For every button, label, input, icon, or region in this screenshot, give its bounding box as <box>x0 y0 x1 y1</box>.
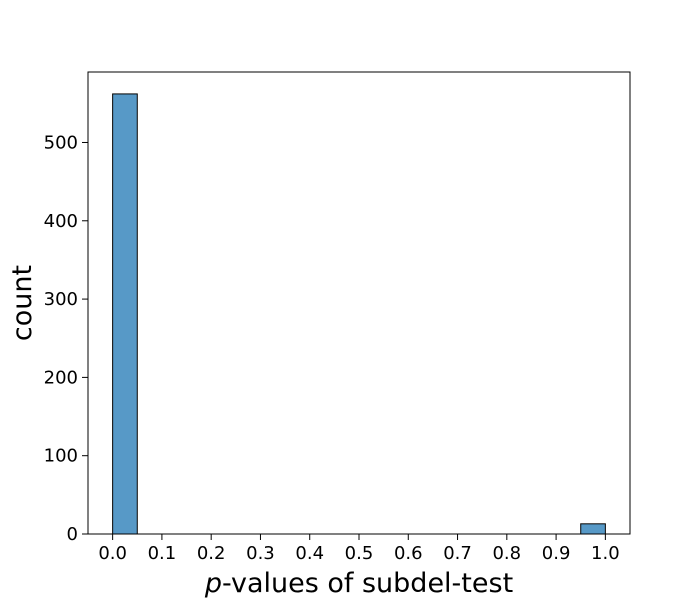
x-tick-label: 1.0 <box>591 543 620 564</box>
x-axis-label-italic: p <box>204 568 222 599</box>
x-tick-label: 0.2 <box>197 543 226 564</box>
x-tick-label: 0.4 <box>295 543 324 564</box>
x-tick-label: 0.5 <box>345 543 374 564</box>
x-tick-label: 0.0 <box>98 543 127 564</box>
histogram-bar-0 <box>112 93 138 535</box>
histogram-bar-19 <box>580 523 606 535</box>
plot-area-frame <box>87 71 631 535</box>
y-tick-label: 0 <box>67 524 78 545</box>
x-tick-label: 0.3 <box>246 543 275 564</box>
x-tick-label: 0.1 <box>148 543 177 564</box>
y-tick-label: 400 <box>44 211 78 232</box>
x-tick-label: 0.8 <box>492 543 521 564</box>
y-tick-label: 200 <box>44 367 78 388</box>
x-axis-ticks: 0.0 0.1 0.2 0.3 0.4 0.5 0.6 0.7 0.8 0.9 1.0 <box>98 534 620 564</box>
x-tick-label: 0.7 <box>443 543 472 564</box>
x-axis-label-text: -values of subdel-test <box>222 568 513 599</box>
y-axis-ticks: 0 100 200 300 400 500 <box>44 132 88 545</box>
bars-layer <box>112 93 606 535</box>
x-tick-label: 0.6 <box>394 543 423 564</box>
x-axis-label: p-values of subdel-test <box>204 568 513 599</box>
y-tick-label: 500 <box>44 132 78 153</box>
y-tick-label: 300 <box>44 289 78 310</box>
x-tick-label: 0.9 <box>542 543 571 564</box>
y-axis-label: count <box>7 265 38 341</box>
y-tick-label: 100 <box>44 446 78 467</box>
